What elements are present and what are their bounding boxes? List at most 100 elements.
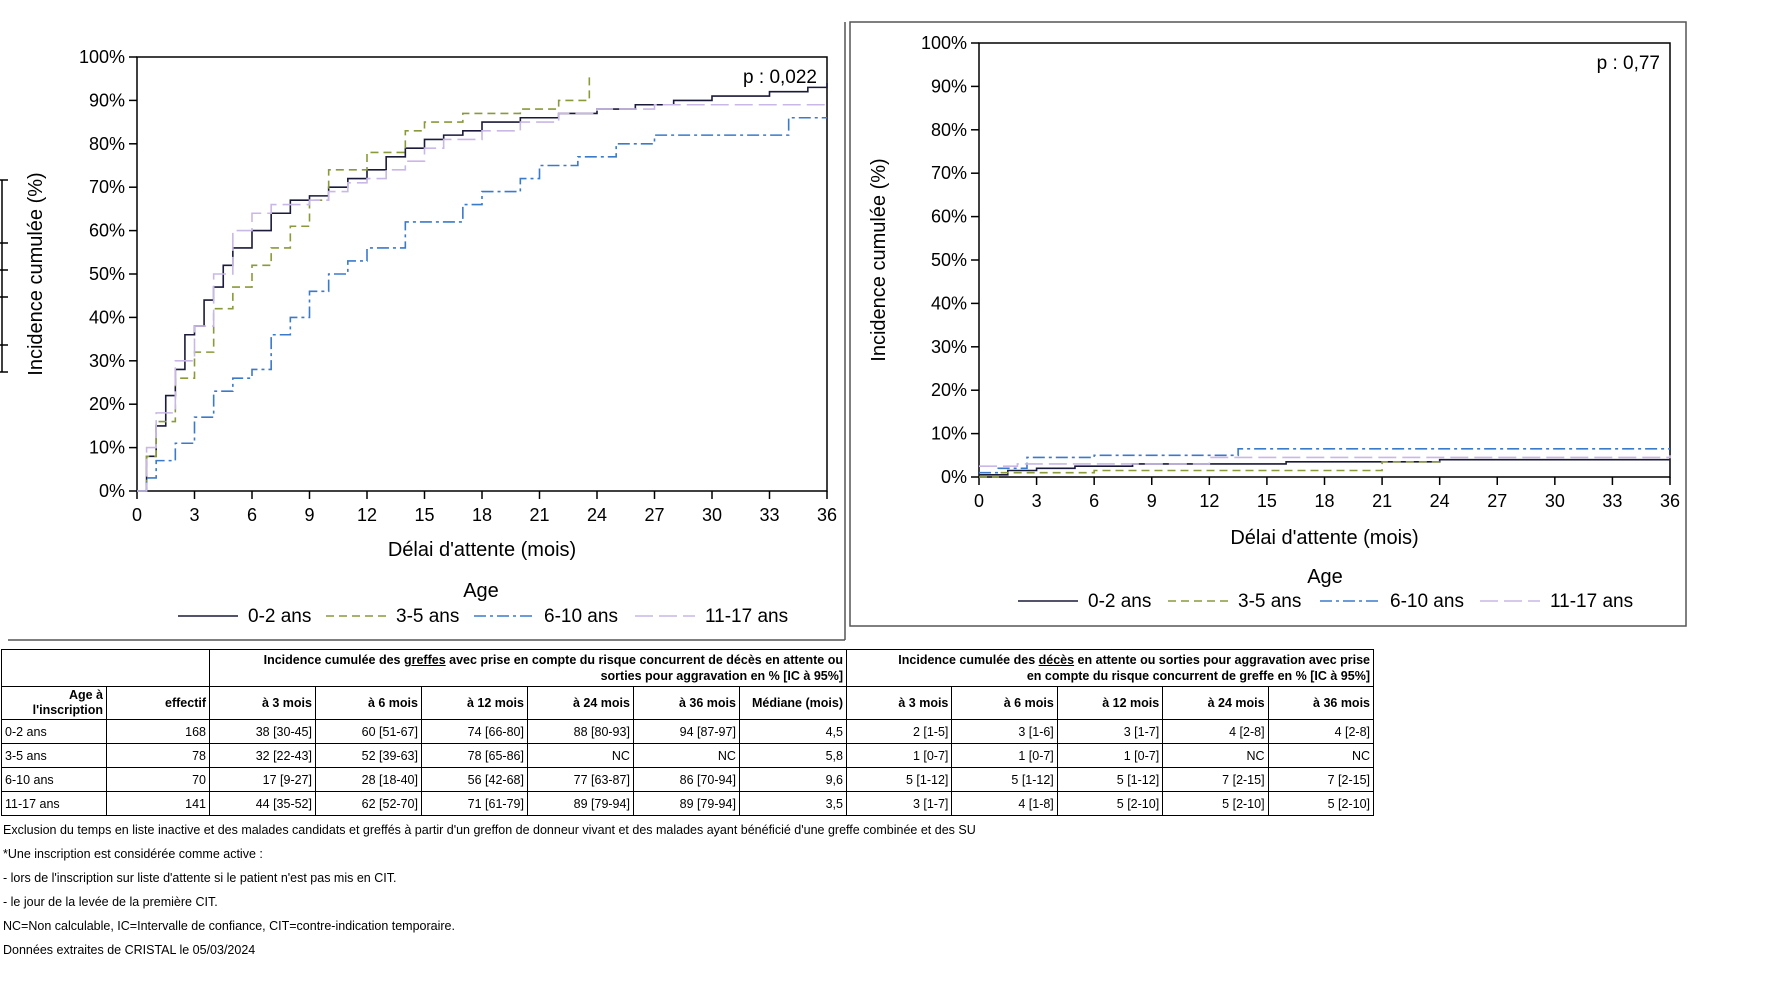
y-tick-label: 80% [931, 120, 967, 140]
cell-g36: 89 [79-94] [632, 791, 740, 816]
cell-d24: 4 [2-8] [1162, 719, 1269, 744]
footnote-active-1: - lors de l'inscription sur liste d'atte… [3, 871, 397, 885]
x-tick-label: 36 [817, 505, 837, 525]
col-header-effectif: effectif [106, 686, 210, 720]
cell-g36: 94 [87-97] [632, 719, 740, 744]
x-tick-label: 30 [1545, 491, 1565, 511]
x-tick-label: 36 [1660, 491, 1680, 511]
y-tick-label: 20% [89, 394, 125, 414]
legend-label: 3-5 ans [1238, 591, 1301, 612]
y-tick-label: 10% [931, 424, 967, 444]
x-tick-label: 12 [357, 505, 377, 525]
x-tick-label: 9 [304, 505, 314, 525]
footnote-source: Données extraites de CRISTAL le 05/03/20… [3, 943, 256, 957]
x-tick-label: 30 [702, 505, 722, 525]
series-line-11-17-ans [979, 455, 1671, 467]
y-tick-label: 30% [931, 337, 967, 357]
cell-g12: 56 [42-68] [420, 767, 528, 792]
col-header-age-line2: l'inscription [32, 703, 103, 717]
cell-age: 3-5 ans [1, 743, 107, 768]
legend-label: 0-2 ans [1088, 591, 1151, 612]
cell-d3: 2 [1-5] [845, 719, 953, 744]
cell-d12: 3 [1-7] [1056, 719, 1164, 744]
cell-g6: 52 [39-63] [314, 743, 422, 768]
series-line-6-10-ans [979, 447, 1670, 474]
x-tick-label: 15 [1257, 491, 1277, 511]
x-tick-label: 18 [472, 505, 492, 525]
series-line-0-2-ans [979, 458, 1670, 476]
x-axis-label: Délai d'attente (mois) [1230, 527, 1418, 549]
col-header-g24: à 24 mois [526, 686, 634, 720]
group-header-greffes: Incidence cumulée des greffes avec prise… [209, 649, 847, 687]
x-tick-label: 12 [1199, 491, 1219, 511]
series-line-6-10-ans [137, 116, 827, 492]
cell-mediane: 4,5 [738, 719, 848, 744]
cell-g6: 62 [52-70] [314, 791, 422, 816]
table-row: 6-10 ans 70 17 [9-27] 28 [18-40] 56 [42-… [1, 767, 1375, 792]
x-axis-label: Délai d'attente (mois) [388, 539, 576, 561]
p-value-annotation: p : 0,77 [1597, 53, 1660, 74]
y-tick-label: 30% [89, 351, 125, 371]
cell-d24: NC [1162, 743, 1269, 768]
x-tick-label: 18 [1314, 491, 1334, 511]
table-row: 3-5 ans 78 32 [22-43] 52 [39-63] 78 [65-… [1, 743, 1375, 768]
group-header-deces: Incidence cumulée des décès en attente o… [846, 649, 1374, 687]
y-tick-label: 40% [931, 293, 967, 313]
cell-d6: 3 [1-6] [951, 719, 1058, 744]
x-tick-label: 0 [974, 491, 984, 511]
cell-g12: 74 [66-80] [420, 719, 528, 744]
cell-g3: 32 [22-43] [209, 743, 316, 768]
cell-d36: 5 [2-10] [1267, 791, 1375, 816]
cell-d3: 1 [0-7] [845, 743, 953, 768]
cell-g24: 77 [63-87] [526, 767, 634, 792]
table-column-header-row: Age à l'inscription effectif à 3 mois à 6… [1, 686, 1375, 720]
x-tick-label: 33 [1602, 491, 1622, 511]
y-tick-label: 100% [921, 33, 967, 53]
y-axis-label: Incidence cumulée (%) [868, 158, 890, 361]
p-value-annotation: p : 0,022 [743, 67, 817, 88]
cell-g24: 89 [79-94] [526, 791, 634, 816]
y-tick-label: 100% [79, 47, 125, 67]
cell-d6: 4 [1-8] [951, 791, 1058, 816]
col-header-age-line1: Age à [68, 688, 103, 702]
group-deces-line2: en compte du risque concurrent de greffe… [1026, 669, 1370, 683]
cell-g36: NC [632, 743, 740, 768]
x-tick-label: 24 [1430, 491, 1450, 511]
x-tick-label: 3 [189, 505, 199, 525]
x-tick-label: 27 [1487, 491, 1507, 511]
cell-g24: NC [526, 743, 634, 768]
group-deces-text: Incidence cumulée des [898, 653, 1039, 667]
cell-d24: 5 [2-10] [1162, 791, 1269, 816]
cell-d6: 5 [1-12] [951, 767, 1058, 792]
cell-d24: 7 [2-15] [1162, 767, 1269, 792]
cell-d3: 5 [1-12] [845, 767, 953, 792]
col-header-g36: à 36 mois [632, 686, 740, 720]
cell-age: 6-10 ans [1, 767, 107, 792]
cell-age: 0-2 ans [1, 719, 107, 744]
col-header-d12: à 12 mois [1056, 686, 1164, 720]
x-tick-label: 27 [644, 505, 664, 525]
cell-effectif: 70 [106, 767, 210, 792]
col-header-d36: à 36 mois [1267, 686, 1375, 720]
col-header-age: Age à l'inscription [1, 686, 107, 720]
table-corner [1, 649, 210, 687]
x-tick-label: 3 [1032, 491, 1042, 511]
cell-d3: 3 [1-7] [845, 791, 953, 816]
series-line-11-17-ans [137, 103, 827, 492]
cell-d36: NC [1267, 743, 1375, 768]
plot-frame [978, 42, 1671, 478]
footnote-abbreviations: NC=Non calculable, IC=Intervalle de conf… [3, 919, 455, 933]
charts-area: 0%10%20%30%40%50%60%70%80%90%100%0 3 6 9 12 1… [0, 21, 1687, 641]
left-edge-fragment [0, 179, 8, 373]
series-line-3-5-ans [979, 461, 1440, 478]
cell-d12: 5 [1-12] [1056, 767, 1164, 792]
cell-g3: 38 [30-45] [209, 719, 316, 744]
y-tick-label: 90% [931, 76, 967, 96]
cell-d12: 5 [2-10] [1056, 791, 1164, 816]
y-tick-label: 0% [99, 481, 125, 501]
legend-title: Age [1307, 566, 1343, 588]
x-tick-label: 21 [529, 505, 549, 525]
col-header-g12: à 12 mois [420, 686, 528, 720]
y-tick-label: 90% [89, 90, 125, 110]
cell-effectif: 168 [106, 719, 210, 744]
